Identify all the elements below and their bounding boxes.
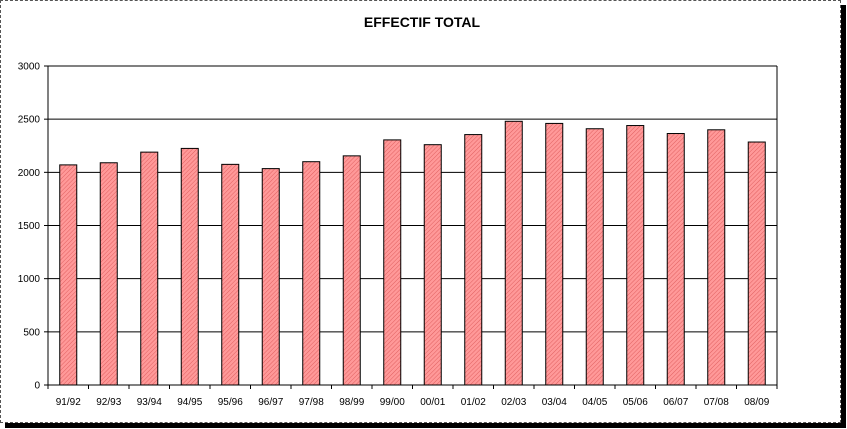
bar-05-06 [626, 125, 645, 386]
bars [59, 120, 766, 386]
y-axis-ticks: 0 500 1000 1500 2000 2500 3000 [18, 62, 48, 392]
x-tick-label: 03/04 [542, 397, 567, 408]
x-tick-label: 07/08 [704, 397, 729, 408]
bar-08-09 [747, 141, 766, 386]
x-tick-label: 01/02 [461, 397, 486, 408]
x-tick-label: 05/06 [623, 397, 648, 408]
bar-97-98 [302, 161, 321, 386]
bar-01-02 [464, 134, 483, 386]
bar-99-00 [383, 139, 402, 386]
x-axis-ticks: 91/92 92/93 93/94 94/95 95/96 96/97 97/98 98/99… [47, 385, 778, 408]
x-tick-label: 92/93 [96, 397, 121, 408]
chart: EFFECTIF TOTAL 050010001500200025003000 … [18, 14, 778, 408]
y-tick-label: 1500 [18, 221, 41, 232]
x-tick-label: 91/92 [56, 397, 81, 408]
y-tick-label: 2000 [18, 168, 41, 179]
axes [47, 66, 778, 386]
chart-title: EFFECTIF TOTAL [364, 14, 481, 30]
x-tick-label: 98/99 [339, 397, 364, 408]
x-tick-label: 08/09 [744, 397, 769, 408]
bar-06-07 [666, 133, 685, 386]
x-tick-label: 96/97 [258, 397, 283, 408]
x-tick-label: 02/03 [501, 397, 526, 408]
x-tick-label: 93/94 [137, 397, 162, 408]
bar-98-99 [342, 155, 361, 386]
chart-frame: EFFECTIF TOTAL 0 500 1000 1500 2000 2500 3000 … [0, 0, 841, 423]
y-tick-label: 0 [34, 381, 40, 392]
bar-04-05 [585, 128, 604, 386]
bar-96-97 [261, 168, 280, 386]
y-tick-label: 3000 [18, 62, 41, 73]
x-tick-label: 97/98 [299, 397, 324, 408]
bar-00-01 [423, 144, 442, 386]
y-tick-label: 500 [23, 327, 40, 338]
y-tick-label: 2500 [18, 115, 41, 126]
bar-95-96 [221, 163, 240, 386]
x-tick-label: 00/01 [420, 397, 445, 408]
bar-92-93 [99, 162, 118, 386]
x-tick-label: 99/00 [380, 397, 405, 408]
x-tick-label: 94/95 [177, 397, 202, 408]
x-tick-label: 04/05 [582, 397, 607, 408]
x-tick-label: 06/07 [663, 397, 688, 408]
gridlines [48, 65, 777, 333]
bar-91-92 [59, 164, 78, 386]
bar-94-95 [180, 147, 199, 386]
bar-07-08 [707, 129, 726, 386]
bar-02-03 [504, 120, 523, 386]
bar-93-94 [140, 151, 159, 386]
x-tick-label: 95/96 [218, 397, 243, 408]
y-tick-label: 1000 [18, 274, 41, 285]
bar-03-04 [545, 122, 564, 386]
